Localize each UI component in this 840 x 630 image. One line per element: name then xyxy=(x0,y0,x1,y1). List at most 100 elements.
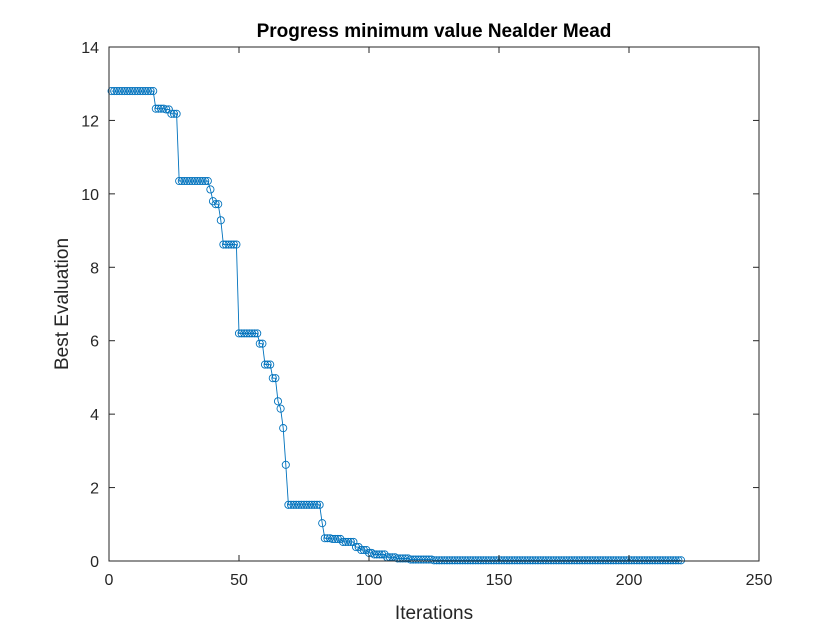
data-point xyxy=(175,176,184,186)
data-point xyxy=(310,500,319,509)
data-point xyxy=(136,87,145,96)
data-point xyxy=(284,500,293,509)
data-point xyxy=(372,550,381,559)
x-axis-label: Iterations xyxy=(395,603,473,624)
data-point xyxy=(671,556,680,565)
data-point xyxy=(606,556,615,565)
data-point xyxy=(497,556,506,565)
data-point xyxy=(338,537,348,546)
data-point xyxy=(471,556,480,565)
data-point xyxy=(294,500,303,509)
data-point xyxy=(453,556,462,565)
data-point xyxy=(663,556,673,565)
data-point xyxy=(559,556,569,565)
data-point xyxy=(320,534,329,543)
data-point xyxy=(341,537,350,546)
data-point xyxy=(276,404,285,413)
data-point xyxy=(640,556,649,565)
data-point xyxy=(520,556,530,565)
data-point xyxy=(203,176,212,186)
data-point xyxy=(578,556,587,565)
data-point xyxy=(515,556,524,565)
data-point xyxy=(281,460,290,469)
data-point xyxy=(154,104,163,113)
data-point xyxy=(604,556,613,565)
data-point xyxy=(575,556,584,565)
data-point xyxy=(432,556,441,565)
data-point xyxy=(541,556,550,565)
data-point xyxy=(500,556,509,565)
data-point xyxy=(635,556,644,565)
data-point xyxy=(476,556,485,565)
data-point xyxy=(253,329,262,338)
data-point xyxy=(429,556,439,565)
x-tick-label: 150 xyxy=(486,572,513,589)
data-point xyxy=(572,556,582,565)
data-point xyxy=(526,556,535,565)
y-tick-label: 0 xyxy=(90,554,99,571)
data-point xyxy=(643,556,652,565)
data-point xyxy=(193,176,202,186)
axes-box xyxy=(108,46,760,562)
data-point xyxy=(271,374,280,383)
x-tick-label: 250 xyxy=(746,572,773,589)
data-point xyxy=(138,87,147,96)
data-point xyxy=(247,329,257,338)
data-point xyxy=(195,176,205,186)
x-tick-label: 50 xyxy=(230,572,248,589)
data-point xyxy=(123,87,132,96)
data-point xyxy=(266,360,275,369)
data-point xyxy=(299,500,309,509)
y-tick-label: 14 xyxy=(81,40,99,57)
data-point xyxy=(180,176,189,186)
data-point xyxy=(307,500,316,509)
data-point xyxy=(583,556,592,565)
x-tick-label: 0 xyxy=(105,572,114,589)
data-point xyxy=(206,185,215,194)
y-tick-label: 12 xyxy=(81,113,99,130)
data-point xyxy=(185,176,194,186)
data-point xyxy=(518,556,527,565)
data-point xyxy=(445,556,454,565)
data-point xyxy=(237,329,246,338)
data-point xyxy=(133,87,142,96)
data-point xyxy=(396,554,405,563)
data-point xyxy=(234,329,244,338)
data-point xyxy=(653,556,662,565)
data-point xyxy=(286,500,296,509)
data-point xyxy=(554,556,563,565)
data-point xyxy=(263,360,272,369)
data-point xyxy=(458,556,467,565)
data-point xyxy=(505,556,514,565)
data-point xyxy=(531,556,540,565)
data-point xyxy=(318,519,327,528)
data-point xyxy=(190,176,199,186)
data-point xyxy=(315,500,324,509)
data-point xyxy=(416,555,426,564)
data-point xyxy=(120,87,129,96)
data-point xyxy=(422,555,431,564)
data-point xyxy=(219,240,228,249)
data-point xyxy=(557,556,566,565)
data-point xyxy=(128,87,137,96)
data-point xyxy=(567,556,576,565)
data-point xyxy=(609,556,618,565)
data-point xyxy=(229,240,238,249)
data-point xyxy=(598,556,608,565)
data-point xyxy=(440,556,449,565)
data-point xyxy=(146,87,155,96)
data-point xyxy=(112,87,121,96)
data-point xyxy=(227,240,236,249)
data-point xyxy=(255,339,264,348)
data-point xyxy=(487,556,496,565)
data-point xyxy=(411,555,420,564)
data-point xyxy=(656,556,665,565)
data-point xyxy=(232,240,241,249)
data-point xyxy=(650,556,660,565)
data-point xyxy=(406,555,415,564)
data-point xyxy=(648,556,657,565)
data-point xyxy=(201,176,210,186)
data-point xyxy=(580,556,589,565)
